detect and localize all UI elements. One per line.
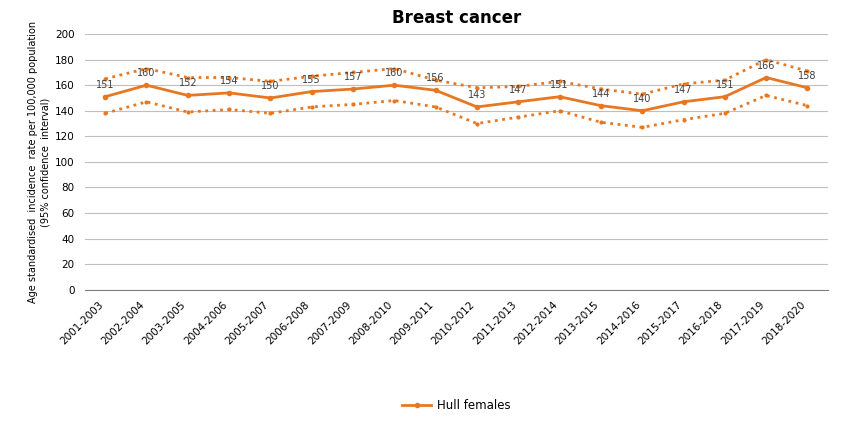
Hull females <box>760 75 771 80</box>
Text: 160: 160 <box>137 68 155 78</box>
Legend: Hull females: Hull females <box>397 394 515 417</box>
Hull females <box>182 93 192 98</box>
Text: 160: 160 <box>385 68 403 78</box>
Hull females <box>719 94 729 99</box>
Hull females <box>224 90 234 95</box>
Text: 156: 156 <box>426 73 445 83</box>
Hull females <box>802 85 812 90</box>
Text: 151: 151 <box>95 80 114 90</box>
Hull females <box>636 108 647 113</box>
Text: 155: 155 <box>302 75 321 85</box>
Text: 152: 152 <box>178 78 197 89</box>
Hull females <box>595 103 605 108</box>
Hull females <box>348 86 358 92</box>
Text: 158: 158 <box>798 71 816 81</box>
Text: 140: 140 <box>632 94 651 104</box>
Text: 151: 151 <box>715 80 733 90</box>
Title: Breast cancer: Breast cancer <box>392 9 520 27</box>
Text: 147: 147 <box>674 85 692 95</box>
Text: 154: 154 <box>219 76 238 86</box>
Hull females <box>141 83 151 88</box>
Text: 144: 144 <box>591 89 609 99</box>
Text: 150: 150 <box>261 81 279 91</box>
Text: 151: 151 <box>549 80 568 90</box>
Text: 147: 147 <box>508 85 527 95</box>
Hull females <box>389 83 399 88</box>
Text: 166: 166 <box>756 60 775 71</box>
Hull females <box>265 95 275 101</box>
Hull females <box>554 94 564 99</box>
Hull females <box>471 104 481 109</box>
Hull females <box>678 99 688 104</box>
Text: 143: 143 <box>468 90 485 100</box>
Hull females <box>512 99 522 104</box>
Hull females <box>306 89 316 94</box>
Y-axis label: Age standardised  incidence  rate per 100,000 population
(95% confidence  interv: Age standardised incidence rate per 100,… <box>28 21 51 303</box>
Hull females <box>100 94 110 99</box>
Hull females <box>430 88 441 93</box>
Text: 157: 157 <box>344 72 362 82</box>
Line: Hull females: Hull females <box>102 75 809 114</box>
